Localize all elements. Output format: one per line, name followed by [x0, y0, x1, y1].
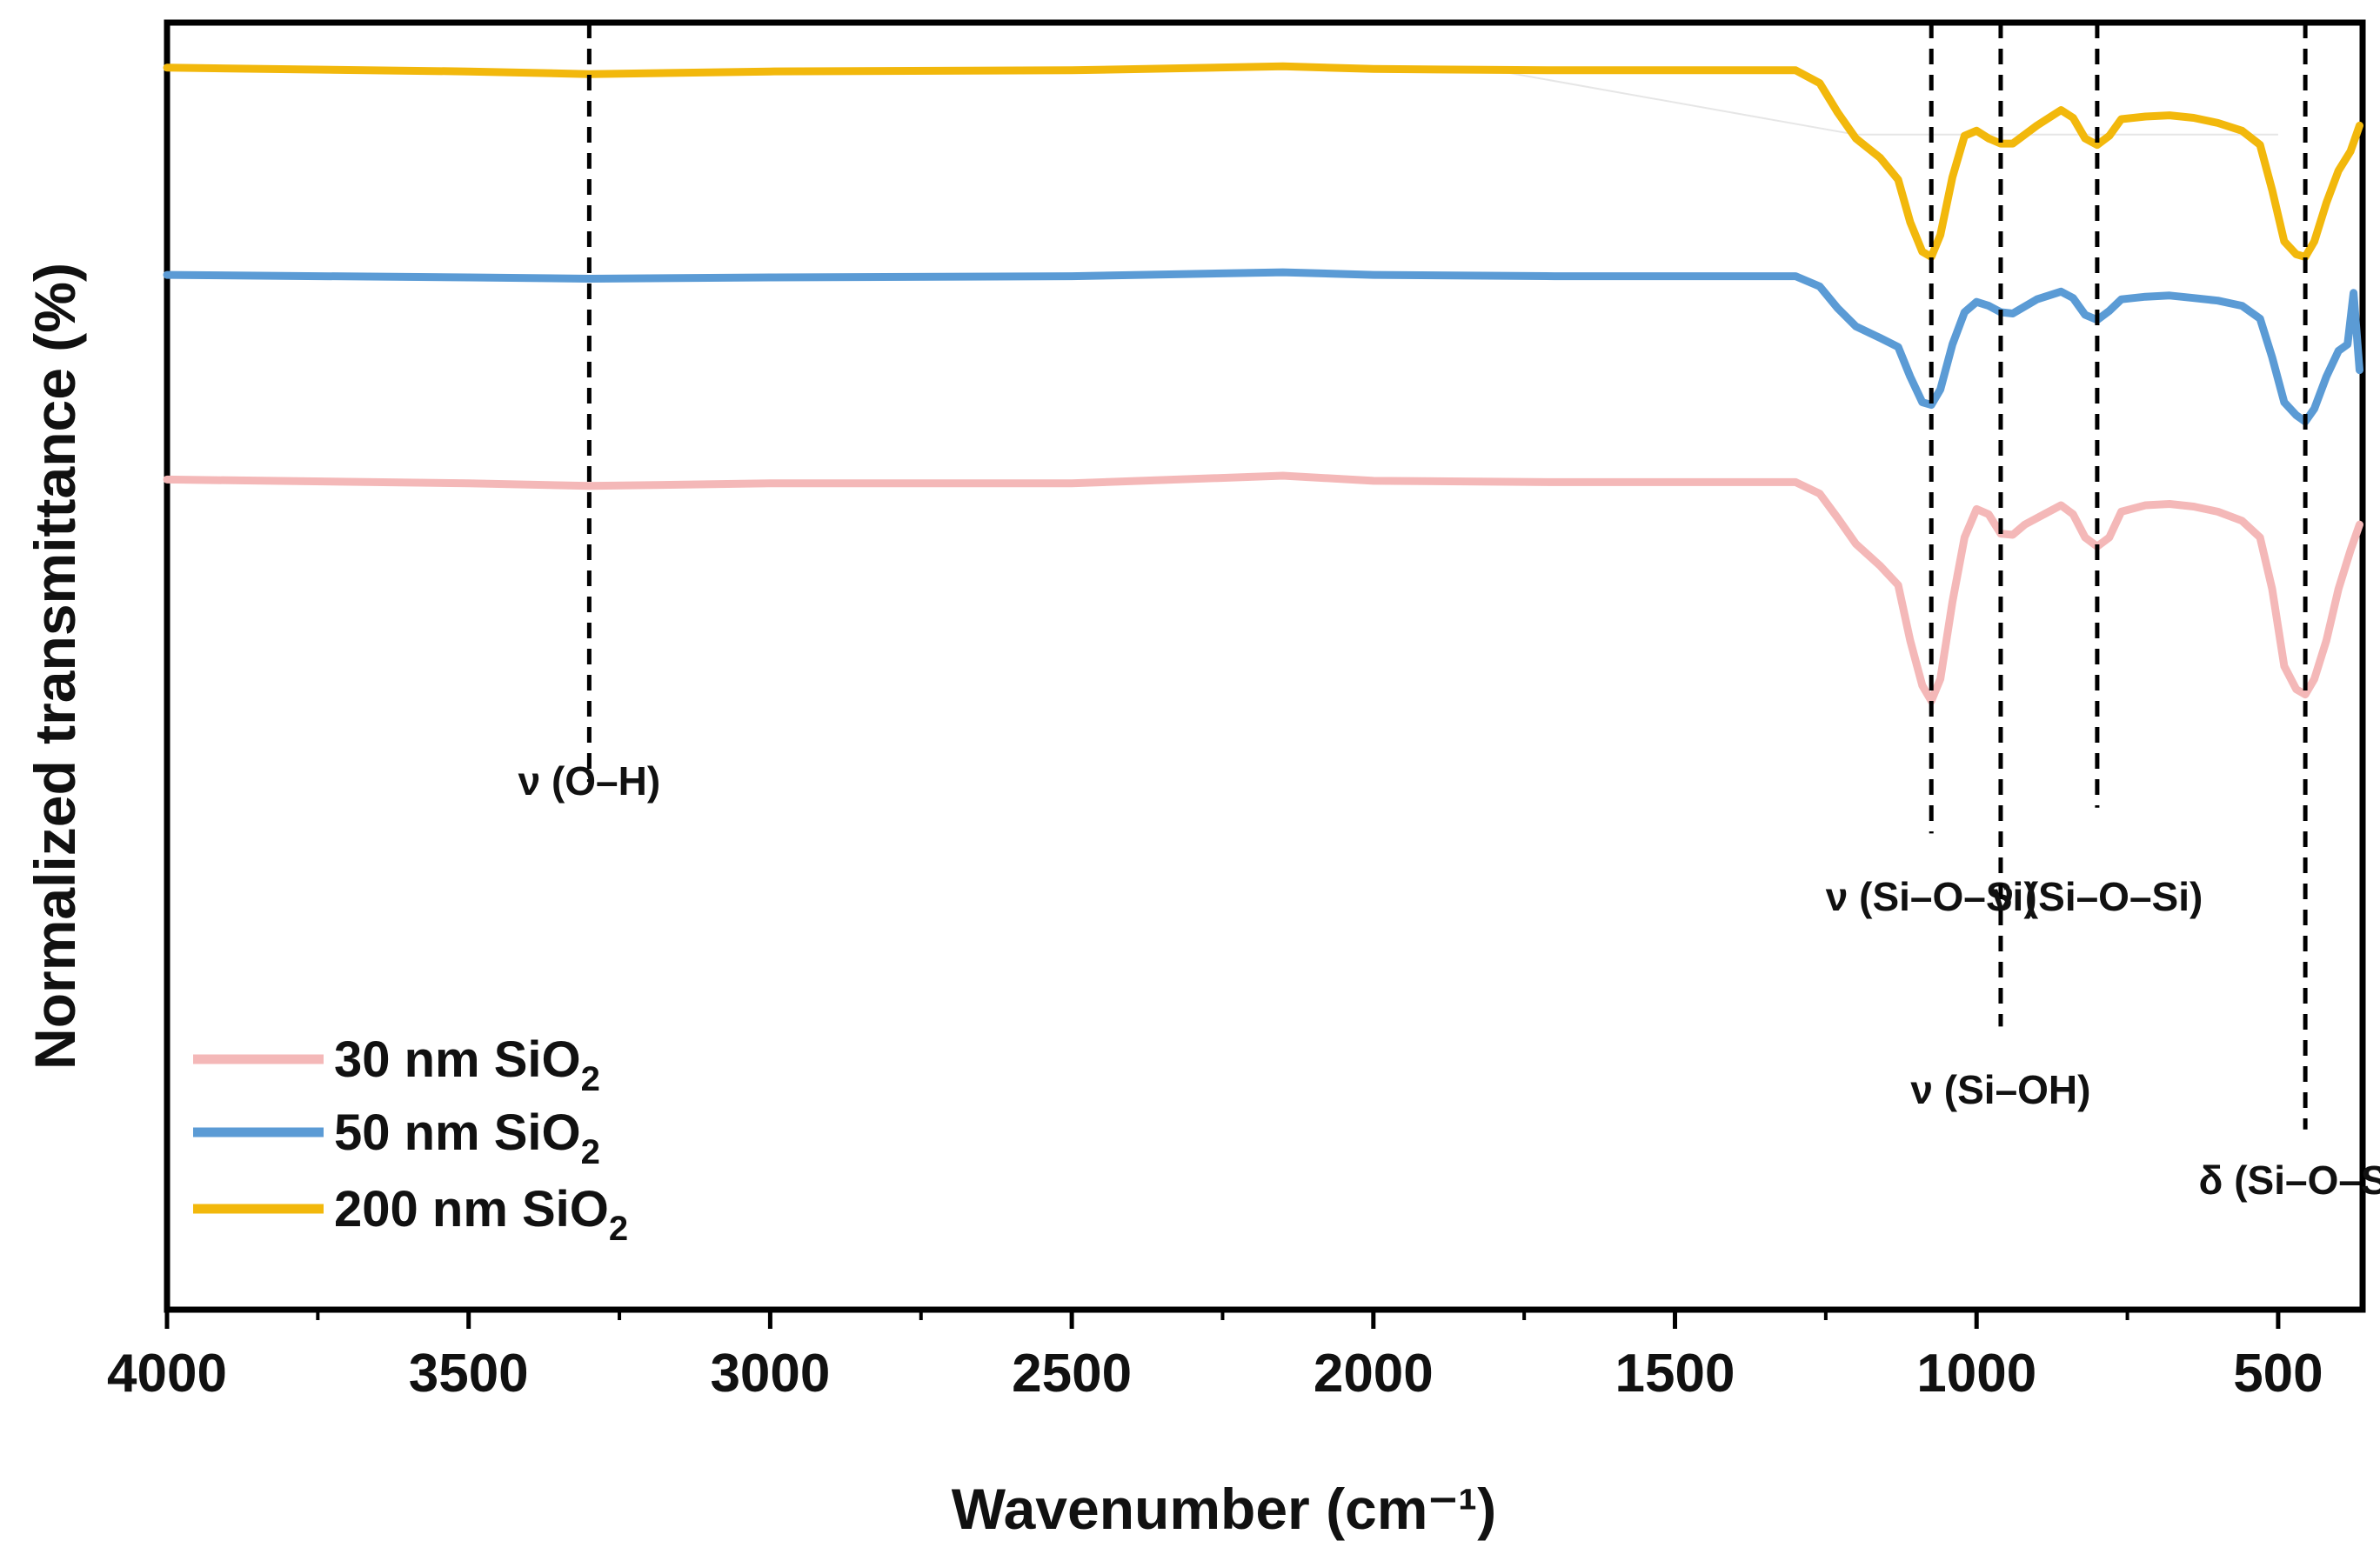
x-tick-label: 1500 — [1615, 1344, 1735, 1404]
curves-group — [163, 62, 2363, 705]
x-tick-label: 3500 — [409, 1344, 529, 1404]
legend-label-2: 200 nm SiO2 — [334, 1181, 628, 1248]
series-line-0 — [163, 471, 2363, 705]
x-tick-label: 1000 — [1916, 1344, 2036, 1404]
x-tick-label: 500 — [2233, 1344, 2323, 1404]
annotation-label-0: ν (O–H) — [518, 758, 661, 804]
x-axis-title: Wavenumber (cm⁻¹) — [952, 1477, 1496, 1541]
legend-label-subscript: 2 — [581, 1133, 600, 1171]
x-tick-label: 3000 — [710, 1344, 830, 1404]
annotations-group: ν (O–H)ν (Si–O–Si)ν (Si–OH)ν (Si–O–Si)δ … — [518, 23, 2380, 1203]
x-tick-label: 2500 — [1012, 1344, 1132, 1404]
plot-frame — [164, 19, 2366, 1313]
series-line-2 — [163, 62, 2363, 261]
y-axis-title: Normalized transmittance (%) — [23, 263, 87, 1070]
series-baseline-200nm — [1494, 69, 2278, 136]
annotation-label-2: ν (Si–OH) — [1910, 1067, 2090, 1112]
x-tick-label: 4000 — [107, 1344, 227, 1404]
legend-label-subscript: 2 — [609, 1210, 628, 1248]
series-line-1 — [163, 268, 2363, 426]
annotation-label-4: δ (Si–O–Si) — [2199, 1157, 2380, 1203]
legend-label-subscript: 2 — [581, 1060, 600, 1098]
legend-label-0: 30 nm SiO2 — [334, 1031, 600, 1098]
legend-label-1: 50 nm SiO2 — [334, 1104, 600, 1171]
annotation-label-3: ν (Si–O–Si) — [1991, 874, 2203, 919]
x-tick-label: 2000 — [1314, 1344, 1434, 1404]
x-axis: 4000 3500 3000 2500 2000 1500 1000 500 — [107, 1310, 2323, 1404]
